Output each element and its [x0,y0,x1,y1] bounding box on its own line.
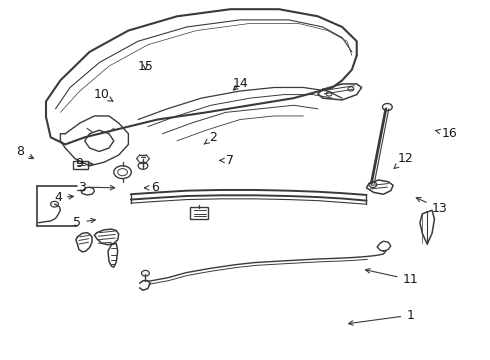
Text: 13: 13 [416,198,447,215]
Text: 2: 2 [204,131,218,144]
Text: 12: 12 [394,152,413,168]
Text: 4: 4 [54,191,74,204]
FancyBboxPatch shape [73,161,88,168]
Text: 8: 8 [17,145,33,158]
Text: 1: 1 [348,309,414,325]
Text: 15: 15 [138,60,153,73]
Text: 5: 5 [74,216,95,229]
Text: 9: 9 [75,157,93,171]
FancyBboxPatch shape [190,207,208,220]
Text: 6: 6 [145,181,159,194]
Text: 14: 14 [232,77,248,90]
Text: 7: 7 [220,154,234,167]
Text: 16: 16 [436,127,457,140]
Text: 10: 10 [94,88,113,101]
Text: 3: 3 [78,181,115,194]
Text: 11: 11 [366,269,418,286]
